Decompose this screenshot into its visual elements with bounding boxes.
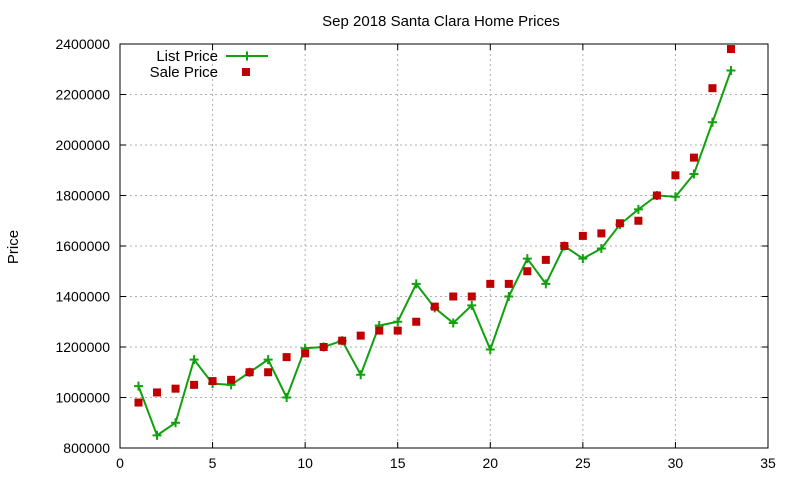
data-point [356,370,366,380]
data-point [171,384,180,393]
data-point [152,430,162,440]
data-point [134,381,144,391]
data-point [393,317,403,327]
data-point [338,336,347,345]
data-point [670,192,680,202]
legend-label: List Price [156,48,218,65]
x-tick-label: 5 [209,455,217,471]
data-point [263,355,273,365]
data-point [652,191,661,200]
data-point [708,84,717,93]
data-point [485,345,495,355]
x-tick-label: 35 [760,455,776,471]
data-point [633,204,643,214]
y-tick-label: 1200000 [55,339,110,355]
y-tick-label: 1600000 [55,238,110,254]
data-point [467,300,477,310]
data-point [541,279,551,289]
data-point [430,302,439,311]
data-point [541,255,550,264]
series-2 [134,45,735,407]
y-axis-label: Price [5,230,22,264]
data-point [597,229,606,238]
data-point [615,219,624,228]
data-point [282,393,292,402]
legend-label: Sale Price [150,64,218,81]
data-point [171,418,181,428]
data-point [689,153,698,162]
data-point [634,216,643,225]
y-tick-label: 2000000 [55,137,110,153]
data-point [707,117,717,127]
data-point [264,368,273,377]
chart-title: Sep 2018 Santa Clara Home Prices [322,13,560,30]
data-point [189,355,199,365]
data-point [319,343,328,351]
x-tick-label: 30 [668,455,684,471]
data-point [560,242,569,250]
x-tick-label: 25 [575,455,591,471]
ticks: 0 5 10 15 20 25 30 35 800000 1000000 1200000 140000… [55,36,776,471]
data-point [486,279,495,288]
data-point [411,279,421,289]
data-point [356,331,365,340]
data-point [134,398,143,407]
data-point [726,66,736,76]
data-point [726,45,735,54]
legend-marker [242,68,250,76]
data-point [578,254,588,264]
x-tick-label: 20 [482,455,498,471]
data-point [190,380,199,389]
data-point [467,292,476,301]
data-point [504,292,514,301]
plot-frame [119,43,769,449]
y-tick-label: 1800000 [55,188,110,204]
data-point [522,254,532,264]
data-point [208,377,217,386]
data-point [448,318,458,328]
x-tick-label: 10 [297,455,313,471]
data-point [412,317,421,326]
legend-marker [242,51,252,61]
y-tick-label: 2200000 [55,87,110,103]
data-point [375,326,384,335]
data-point [596,244,606,254]
data-point [245,368,254,377]
data-point [227,375,236,384]
data-point [523,267,532,276]
data-point [689,169,699,179]
y-tick-label: 800000 [63,440,110,456]
data-point [282,353,291,362]
data-point [393,326,402,335]
data-point [578,231,587,240]
x-tick-label: 15 [390,455,406,471]
data-point [301,349,310,358]
data-point [671,171,680,180]
x-tick-label: 0 [116,455,124,471]
y-tick-label: 2400000 [55,36,110,52]
data-point [504,279,513,288]
data-point [153,388,162,397]
y-tick-label: 1000000 [55,390,110,406]
y-tick-label: 1400000 [55,289,110,305]
plot-series [134,45,736,440]
data-point [449,292,458,301]
